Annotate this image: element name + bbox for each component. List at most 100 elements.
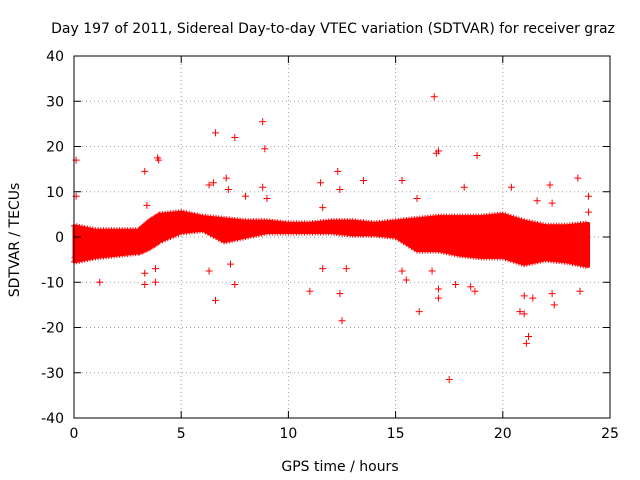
y-tick-label: 0: [55, 230, 64, 246]
data-point: [550, 301, 558, 309]
data-band: [71, 209, 591, 269]
data-band-marker: [142, 247, 149, 254]
data-band-marker: [140, 247, 147, 254]
data-band-marker: [529, 259, 536, 266]
data-band-marker: [226, 237, 233, 244]
data-point: [546, 181, 554, 189]
data-band-marker: [87, 255, 94, 262]
x-tick-label: 5: [177, 426, 186, 442]
data-band-marker: [188, 211, 195, 218]
data-band-marker: [502, 212, 509, 219]
data-point: [574, 174, 582, 182]
data-point: [141, 269, 149, 277]
data-band-marker: [440, 248, 447, 255]
data-point: [317, 179, 325, 187]
data-band-marker: [531, 220, 538, 227]
data-band-marker: [73, 258, 80, 265]
data-band-marker: [574, 261, 581, 268]
data-point: [259, 118, 267, 126]
data-band-marker: [564, 258, 571, 265]
data-band-marker: [531, 258, 538, 265]
data-point: [525, 333, 533, 341]
data-band-marker: [76, 257, 83, 264]
data-band-marker: [523, 260, 530, 267]
data-band-marker: [210, 232, 217, 239]
data-band-marker: [582, 220, 589, 227]
data-point: [520, 292, 528, 300]
data-point: [460, 183, 468, 191]
data-band-marker: [454, 251, 461, 258]
data-point: [467, 283, 475, 291]
data-point: [415, 308, 423, 316]
data-point: [242, 192, 250, 200]
data-point: [212, 129, 220, 137]
data-band-marker: [180, 209, 187, 216]
data-band-marker: [534, 258, 541, 265]
data-band-marker: [231, 236, 238, 243]
y-tick-label: 20: [46, 140, 64, 156]
data-band-marker: [84, 225, 91, 232]
data-point: [507, 183, 515, 191]
data-band-marker: [526, 219, 533, 226]
data-point: [428, 267, 436, 275]
data-band-marker: [191, 211, 198, 218]
data-band-marker: [215, 235, 222, 242]
data-band-marker: [143, 246, 150, 253]
data-point: [398, 176, 406, 184]
data-band-marker: [135, 249, 142, 256]
data-point: [319, 204, 327, 212]
data-band-marker: [250, 232, 257, 239]
data-band-marker: [529, 219, 536, 226]
data-point: [585, 208, 593, 216]
data-band-marker: [196, 213, 203, 220]
data-band-marker: [513, 258, 520, 265]
data-band-marker: [218, 237, 225, 244]
data-point: [434, 294, 442, 302]
data-band-marker: [136, 249, 143, 256]
x-tick-label: 20: [494, 426, 512, 442]
data-point: [151, 278, 159, 286]
x-tick-label: 25: [601, 426, 619, 442]
data-point: [259, 183, 267, 191]
data-point: [231, 133, 239, 141]
data-band-marker: [84, 256, 91, 263]
y-tick-label: -20: [41, 321, 64, 337]
data-band-marker: [435, 247, 442, 254]
x-tick-label: 0: [70, 426, 79, 442]
data-band-marker: [172, 231, 179, 238]
x-axis: 0 5 10 15 20 25: [70, 56, 619, 442]
data-band-marker: [234, 235, 241, 242]
data-point: [359, 176, 367, 184]
data-band-marker: [526, 260, 533, 267]
data-band-marker: [76, 223, 83, 230]
data-band-marker: [502, 255, 509, 262]
data-point: [338, 317, 346, 325]
data-band-marker: [499, 211, 506, 218]
data-band-marker: [170, 232, 177, 239]
data-point: [263, 195, 271, 203]
chart-title: Day 197 of 2011, Sidereal Day-to-day VTE…: [51, 21, 615, 37]
data-point: [151, 265, 159, 273]
data-point: [319, 265, 327, 273]
data-points: [71, 93, 593, 384]
data-band-marker: [534, 220, 541, 227]
data-band-marker: [144, 245, 151, 252]
data-band-marker: [89, 226, 96, 233]
data-point: [205, 267, 213, 275]
data-band-marker: [207, 231, 214, 238]
data-band-marker: [183, 210, 190, 217]
data-point: [548, 290, 556, 298]
data-point: [222, 174, 230, 182]
data-band-marker: [537, 257, 544, 264]
data-point: [585, 192, 593, 200]
data-point: [471, 287, 479, 295]
data-band-marker: [242, 234, 249, 240]
data-point: [434, 285, 442, 293]
data-point: [231, 281, 239, 289]
data-band-marker: [245, 233, 252, 240]
y-tick-label: -30: [41, 366, 64, 382]
data-band-marker: [582, 262, 589, 269]
data-point: [398, 267, 406, 275]
data-point: [452, 281, 460, 289]
data-band-marker: [510, 257, 517, 264]
